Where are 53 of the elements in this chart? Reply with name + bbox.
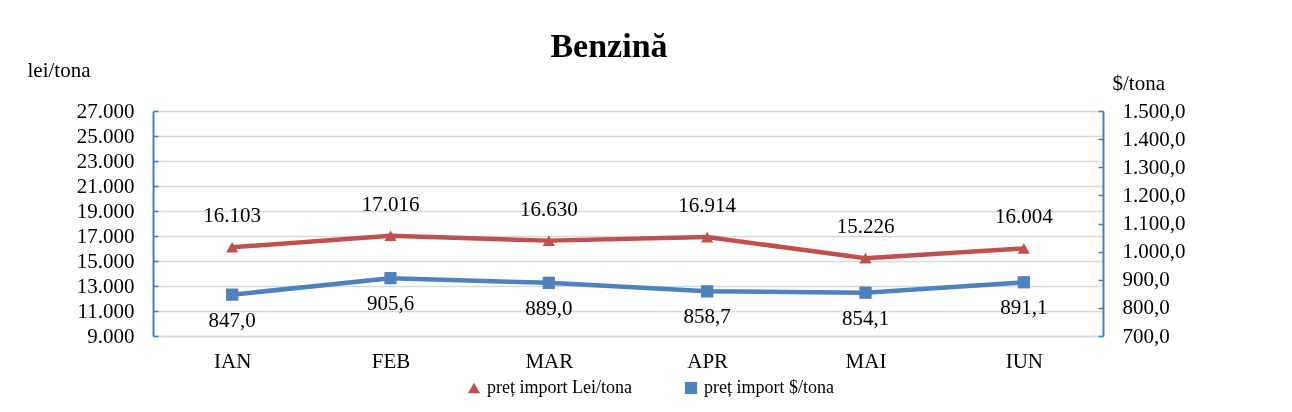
y-tick-label: 9.000 xyxy=(87,323,135,348)
x-tick-label: FEB xyxy=(371,348,411,373)
y-axis-title: lei/tona xyxy=(27,57,92,82)
y-tick-label: 11.000 xyxy=(77,298,135,323)
y-tick-label: 25.000 xyxy=(76,123,135,148)
y-tick-label: 13.000 xyxy=(76,273,135,298)
y-tick-label: 21.000 xyxy=(76,173,135,198)
y2-tick-label: 1.300,0 xyxy=(1122,154,1186,179)
y2-tick-label: 1.000,0 xyxy=(1122,239,1186,264)
y-tick-label: 15.000 xyxy=(76,248,135,273)
point xyxy=(701,285,714,298)
y2-tick-label: 1.400,0 xyxy=(1122,126,1186,151)
point xyxy=(859,286,872,299)
y2-tick-label: 1.200,0 xyxy=(1122,182,1186,207)
y2-tick-label: 900,0 xyxy=(1122,267,1170,292)
y2-tick-label: 700,0 xyxy=(1122,323,1170,348)
x-tick-label: IAN xyxy=(214,348,252,373)
data-label: 17.016 xyxy=(361,191,420,216)
point xyxy=(384,230,397,242)
point xyxy=(542,276,555,289)
x-tick-label: APR xyxy=(687,348,729,373)
data-label: 16.004 xyxy=(994,204,1054,229)
point xyxy=(384,272,397,285)
y-tick-label: 23.000 xyxy=(76,148,135,173)
data-label: 858,7 xyxy=(683,304,731,329)
y-tick-label: 27.000 xyxy=(76,98,135,123)
point xyxy=(226,288,239,301)
chart-title: Benzină xyxy=(550,27,668,64)
x-tick-label: MAR xyxy=(525,348,574,373)
data-label: 889,0 xyxy=(525,295,573,320)
legend-label: preț import Lei/tona xyxy=(487,377,632,397)
y2-tick-label: 1.500,0 xyxy=(1122,98,1186,123)
y-tick-label: 17.000 xyxy=(76,223,135,248)
point xyxy=(701,231,714,243)
point xyxy=(1017,276,1030,289)
x-tick-label: IUN xyxy=(1005,348,1043,373)
data-label: 905,6 xyxy=(366,291,415,316)
data-label: 16.103 xyxy=(203,203,262,228)
y2-tick-label: 1.100,0 xyxy=(1122,211,1186,235)
legend-label: preț import $/tona xyxy=(704,377,834,397)
data-label: 16.914 xyxy=(678,193,737,218)
data-label: 847,0 xyxy=(208,307,256,332)
y2-tick-label: 800,0 xyxy=(1122,295,1170,320)
data-label: 15.226 xyxy=(836,214,895,239)
data-label: 16.630 xyxy=(519,196,578,221)
y2-axis-title: $/tona xyxy=(1112,70,1166,95)
point xyxy=(226,241,239,253)
data-label: 854,1 xyxy=(841,305,890,330)
y-tick-label: 19.000 xyxy=(76,198,135,223)
point xyxy=(1017,243,1030,254)
data-label: 891,1 xyxy=(1000,295,1048,320)
x-tick-label: MAI xyxy=(845,348,887,373)
point xyxy=(542,235,555,246)
